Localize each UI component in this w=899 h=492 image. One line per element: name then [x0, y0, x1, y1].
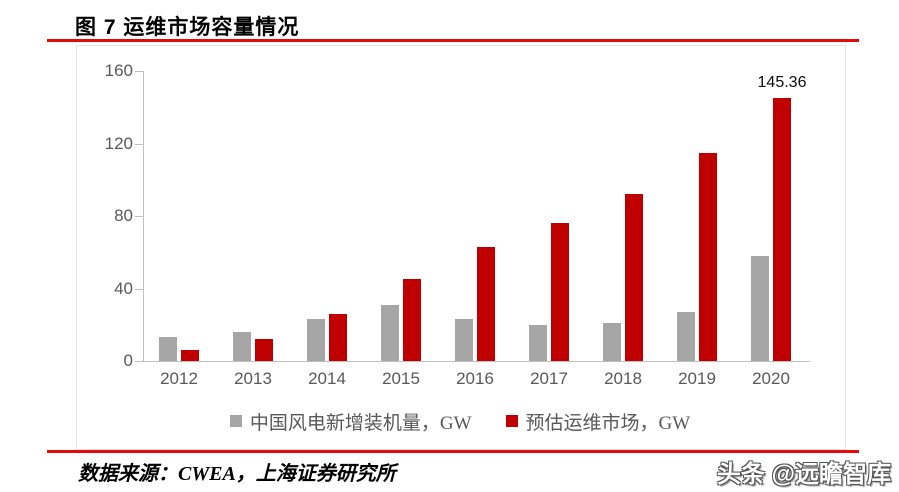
figure-title: 图 7 运维市场容量情况 [75, 16, 300, 39]
legend-item-new-installed-capacity: 中国风电新增装机量，GW [229, 408, 472, 435]
legend-label-om-market: 预估运维市场，GW [525, 412, 691, 434]
legend-item-om-market: 预估运维市场，GW [505, 408, 691, 435]
red-square-legend-icon [505, 415, 518, 427]
chart-legend: 中国风电新增装机量，GW 预估运维市场，GW [76, 408, 844, 434]
gray-square-legend-icon [229, 415, 242, 427]
legend-label-new-installed-capacity: 中国风电新增装机量，GW [249, 412, 472, 434]
chart-frame [76, 45, 846, 450]
footer-divider-rule [47, 450, 859, 453]
watermark-toutiao-yuanzhan: 头条 @远瞻智库 [716, 461, 891, 488]
data-source-note: 数据来源：CWEA，上海证券研究所 [78, 463, 396, 485]
title-divider-rule [47, 39, 859, 42]
